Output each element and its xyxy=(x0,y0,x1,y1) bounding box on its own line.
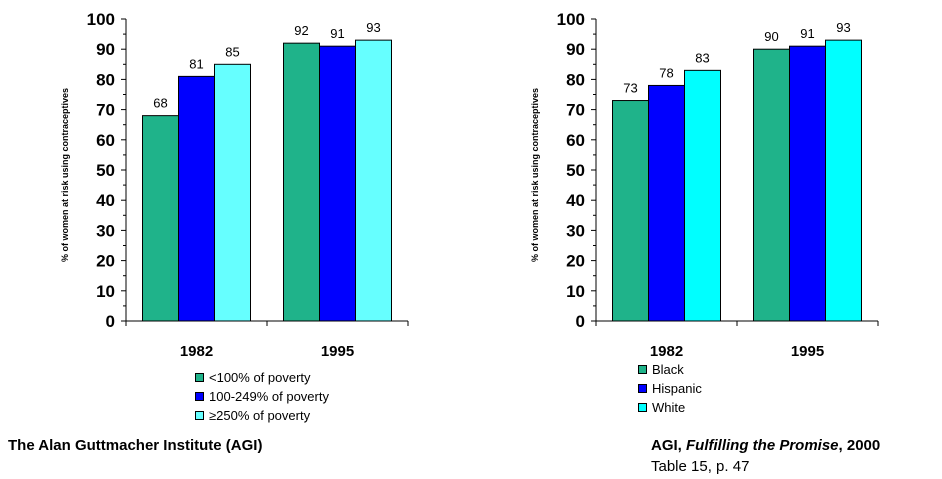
y-tick-label-0: 0 xyxy=(576,312,585,331)
legend-entry-2: White xyxy=(638,398,702,417)
data-label-1995-series-1: 91 xyxy=(330,26,344,41)
bar-1982-series-1 xyxy=(178,75,215,322)
y-tick-label-50: 50 xyxy=(566,161,585,180)
data-label-1982-series-2: 85 xyxy=(225,44,239,59)
y-tick-label-20: 20 xyxy=(566,252,585,271)
category-label-1995: 1995 xyxy=(321,343,354,360)
y-tick-label-100: 100 xyxy=(87,10,115,29)
y-tick-label-10: 10 xyxy=(96,282,115,301)
legend-label-1: 100-249% of poverty xyxy=(209,389,329,404)
y-tick-label-30: 30 xyxy=(96,221,115,240)
legend-left: <100% of poverty 100-249% of poverty ≥250%… xyxy=(195,368,329,425)
y-tick-label-80: 80 xyxy=(96,70,115,89)
bar-1982-series-0 xyxy=(612,100,649,322)
legend-label-1: Hispanic xyxy=(652,381,702,396)
data-label-1995-series-2: 93 xyxy=(836,20,850,35)
data-label-1982-series-2: 83 xyxy=(695,50,709,65)
y-tick-label-90: 90 xyxy=(566,40,585,59)
data-label-1995-series-0: 90 xyxy=(764,29,778,44)
bar-1995-series-1 xyxy=(789,45,826,322)
legend-swatch-0 xyxy=(195,373,204,382)
y-tick-label-50: 50 xyxy=(96,161,115,180)
y-tick-label-20: 20 xyxy=(96,252,115,271)
y-tick-label-60: 60 xyxy=(566,131,585,150)
y-tick-label-40: 40 xyxy=(96,191,115,210)
source-right: AGI, Fulfilling the Promise, 2000 xyxy=(651,437,880,454)
y-axis-label: % of women at risk using contraceptives xyxy=(530,88,540,262)
data-label-1982-series-1: 78 xyxy=(659,65,673,80)
y-tick-label-0: 0 xyxy=(106,312,115,331)
category-label-1995: 1995 xyxy=(791,343,824,360)
legend-swatch-2 xyxy=(195,411,204,420)
legend-label-2: White xyxy=(652,400,686,415)
data-label-1982-series-0: 73 xyxy=(623,81,637,96)
bar-1982-series-1 xyxy=(648,84,685,322)
category-label-1982: 1982 xyxy=(180,343,213,360)
y-axis-label: % of women at risk using contraceptives xyxy=(60,88,70,262)
bar-1982-series-2 xyxy=(214,63,251,322)
y-tick-label-70: 70 xyxy=(96,101,115,120)
legend-entry-2: ≥250% of poverty xyxy=(195,406,329,425)
legend-entry-0: <100% of poverty xyxy=(195,368,329,387)
y-tick-label-70: 70 xyxy=(566,101,585,120)
bar-1995-series-0 xyxy=(753,48,790,322)
legend-entry-0: Black xyxy=(638,360,702,379)
legend-swatch-2 xyxy=(638,403,647,412)
legend-swatch-1 xyxy=(638,384,647,393)
data-label-1995-series-0: 92 xyxy=(294,23,308,38)
legend-swatch-0 xyxy=(638,365,647,374)
bar-1995-series-0 xyxy=(283,42,320,322)
bar-1982-series-0 xyxy=(142,115,179,322)
legend-entry-1: Hispanic xyxy=(638,379,702,398)
legend-entry-1: 100-249% of poverty xyxy=(195,387,329,406)
bar-1982-series-2 xyxy=(684,69,721,322)
legend-swatch-1 xyxy=(195,392,204,401)
source-right-prefix: AGI, xyxy=(651,437,687,454)
y-tick-label-80: 80 xyxy=(566,70,585,89)
bar-1995-series-1 xyxy=(319,45,356,322)
source-right-table: Table 15, p. 47 xyxy=(651,458,750,475)
source-right-suffix: , 2000 xyxy=(838,437,881,454)
y-tick-label-100: 100 xyxy=(557,10,585,29)
data-label-1982-series-0: 68 xyxy=(153,96,167,111)
y-tick-label-90: 90 xyxy=(96,40,115,59)
bar-1995-series-2 xyxy=(355,39,392,322)
legend-label-2: ≥250% of poverty xyxy=(209,408,311,423)
data-label-1995-series-1: 91 xyxy=(800,26,814,41)
category-label-1982: 1982 xyxy=(650,343,683,360)
bar-1995-series-2 xyxy=(825,39,862,322)
source-right-title: Fulfilling the Promise xyxy=(686,437,839,454)
y-tick-label-10: 10 xyxy=(566,282,585,301)
source-left: The Alan Guttmacher Institute (AGI) xyxy=(8,437,263,454)
data-label-1982-series-1: 81 xyxy=(189,56,203,71)
chart-right: 73 78 83 1982 90 91 93 1995 0 10 20 30 40 50 60 70 80 90 1… xyxy=(530,10,879,360)
chart-left: 68 81 85 1982 92 91 93 1995 0 10 20 30 40 50 60 70 80 90 1… xyxy=(60,10,409,360)
y-tick-label-30: 30 xyxy=(566,221,585,240)
legend-label-0: Black xyxy=(652,362,684,377)
legend-right: Black Hispanic White xyxy=(638,360,702,417)
y-tick-label-40: 40 xyxy=(566,191,585,210)
y-tick-label-60: 60 xyxy=(96,131,115,150)
data-label-1995-series-2: 93 xyxy=(366,20,380,35)
legend-label-0: <100% of poverty xyxy=(209,370,311,385)
